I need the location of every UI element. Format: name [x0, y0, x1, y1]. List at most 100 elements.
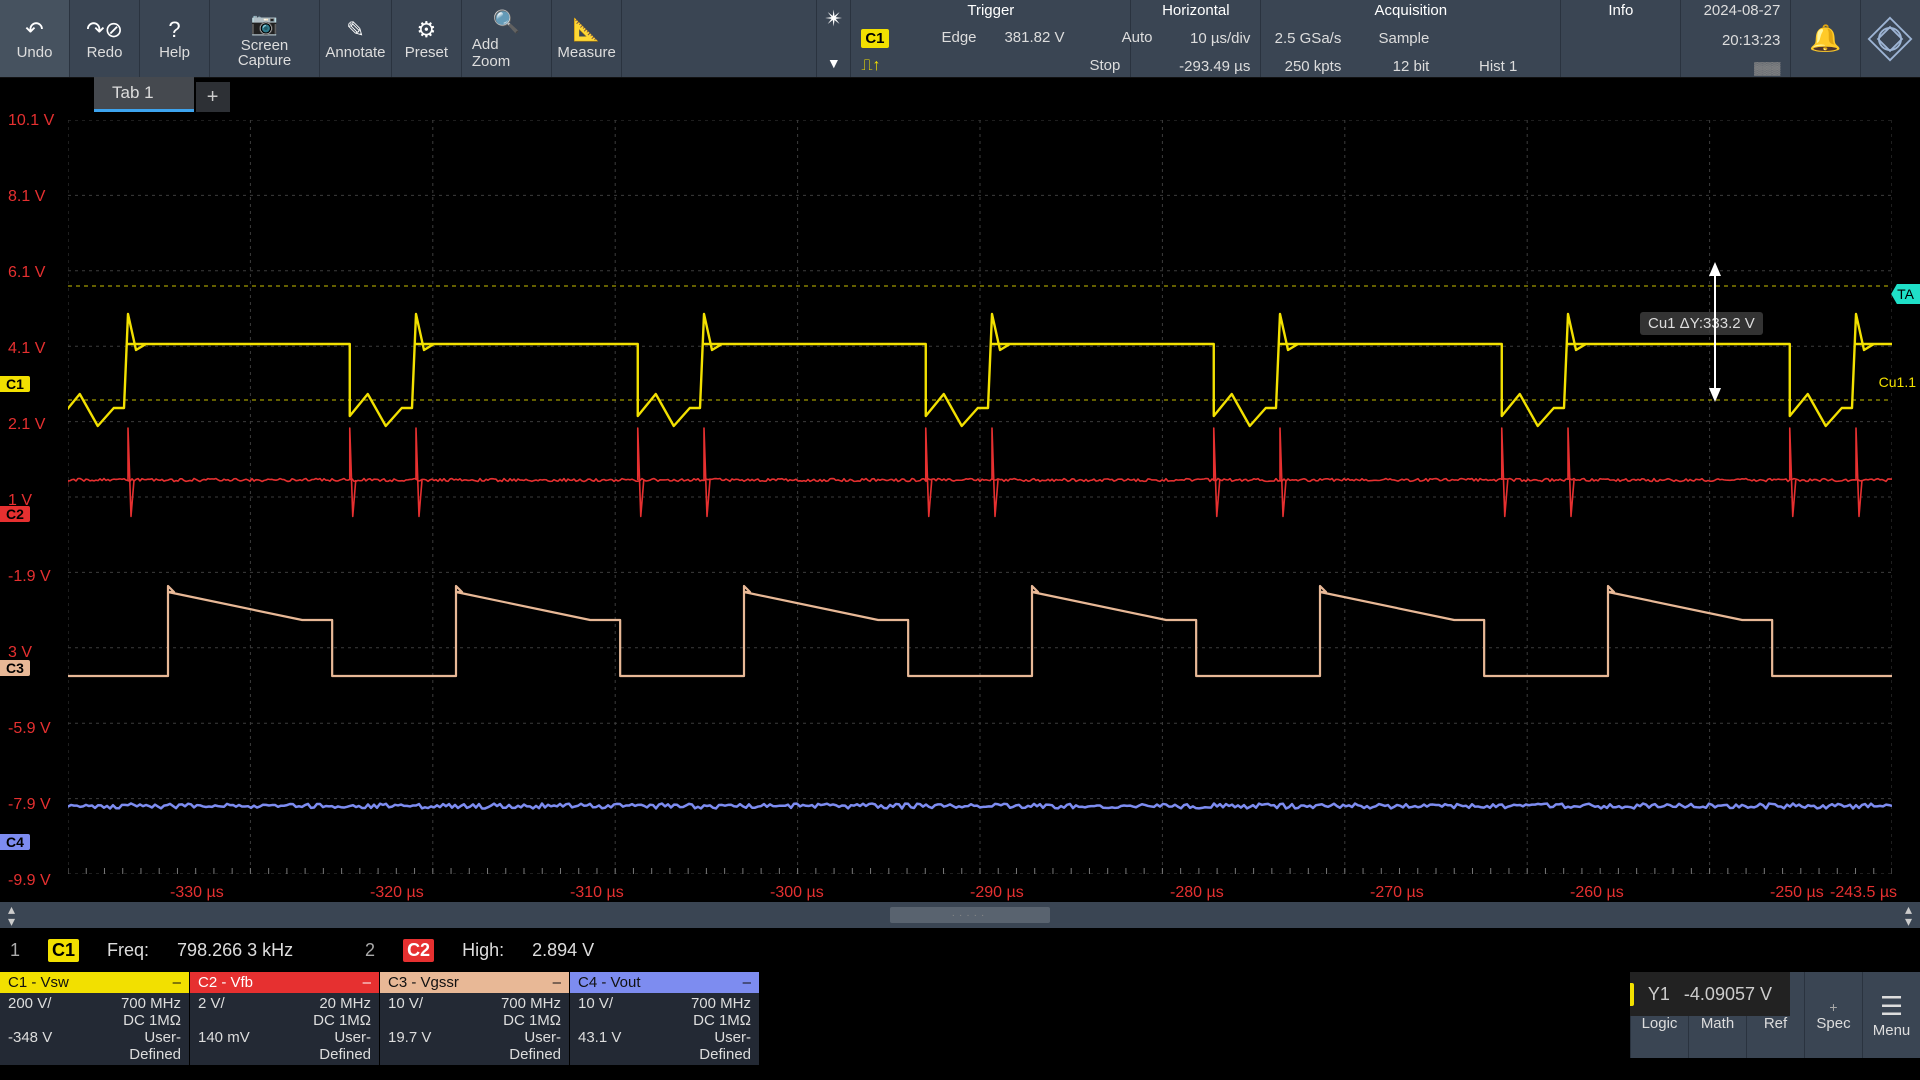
channel-bandwidth: 20 MHz: [285, 995, 372, 1012]
horizontal-position: -293.49 µs: [1141, 58, 1250, 75]
meas-value: 798.266 3 kHz: [177, 940, 337, 961]
acq-history: Hist 1: [1447, 58, 1517, 75]
toolbar-label: Annotate: [325, 44, 385, 61]
y-axis-label: 10.1 V: [8, 112, 54, 130]
datetime-section: 2024-08-27 20:13:23 ▓▓▓: [1681, 0, 1791, 77]
side-label: Ref: [1764, 1015, 1787, 1032]
channel-strip-gap: [760, 972, 1630, 1058]
toolbar-label: Add Zoom: [472, 36, 541, 70]
trigger-edge-icon: ⎍↑: [861, 57, 880, 75]
cursor-1-1-marker[interactable]: Cu1.1: [1879, 374, 1916, 390]
undo-icon: ↶: [25, 16, 43, 44]
channel-bandwidth: 700 MHz: [665, 995, 752, 1012]
channel-coupling: DC 1MΩ: [95, 1012, 182, 1029]
channel-scale: 2 V/: [198, 995, 285, 1012]
channel-bandwidth: 700 MHz: [95, 995, 182, 1012]
meas-index: 2: [365, 940, 375, 961]
annotate-button[interactable]: ✎Annotate: [320, 0, 392, 77]
plus-icon: +: [1829, 999, 1837, 1015]
cursor-arrows-icon[interactable]: [1700, 262, 1730, 402]
info-section[interactable]: Info: [1561, 0, 1681, 77]
toolbar-label: Help: [159, 44, 190, 61]
trigger-arm-marker: TA: [1891, 284, 1920, 304]
toolbar-label: Screen Capture: [220, 38, 309, 68]
trigger-section[interactable]: Trigger C1 Edge 381.82 V Auto ⎍↑ Stop: [851, 0, 1131, 77]
channel-ground-marker[interactable]: C3: [0, 660, 30, 676]
horizontal-scrollbar[interactable]: ▴▾ ····· ▴▾: [0, 902, 1920, 928]
channel-offset: 19.7 V: [388, 1029, 475, 1063]
add-tab-button[interactable]: +: [196, 82, 230, 112]
meas-name: High:: [462, 940, 504, 961]
channel-offset: 140 mV: [198, 1029, 285, 1063]
channel-box[interactable]: C1 - Vsw– 200 V/700 MHz DC 1MΩ -348 VUse…: [0, 972, 190, 1058]
undo-button[interactable]: ↶Undo: [0, 0, 70, 77]
date-label: 2024-08-27: [1691, 2, 1780, 19]
trigger-heading: Trigger: [861, 2, 1120, 19]
measurement-bar: 1 C1 Freq: 798.266 3 kHz 2 C2 High: 2.89…: [0, 928, 1920, 972]
acq-rate: 2.5 GSa/s: [1271, 30, 1341, 47]
preset-button[interactable]: ⚙Preset: [392, 0, 462, 77]
meas-index: 1: [10, 940, 20, 961]
waveform-display[interactable]: 10.1 V8.1 V6.1 V4.1 V2.1 V1 V-1.9 V3 V-5…: [0, 112, 1920, 902]
scrollbar-thumb[interactable]: ·····: [890, 907, 1050, 923]
x-axis-label: -250 µs: [1770, 884, 1824, 902]
acquisition-heading: Acquisition: [1271, 2, 1550, 19]
x-axis-label: -260 µs: [1570, 884, 1624, 902]
redo-icon: ↷⊘: [86, 16, 123, 44]
meas-name: Freq:: [107, 940, 149, 961]
waveform-grid: [68, 120, 1892, 874]
channel-probe: User-Defined: [95, 1029, 182, 1063]
channel-title: C4 - Vout–: [570, 972, 759, 993]
add-zoom-button[interactable]: 🔍Add Zoom: [462, 0, 552, 77]
x-axis-label: -320 µs: [370, 884, 424, 902]
channel-scale: 10 V/: [388, 995, 475, 1012]
horizontal-section[interactable]: Horizontal 10 µs/div -293.49 µs: [1131, 0, 1261, 77]
help-icon: ?: [168, 16, 180, 44]
redo-button[interactable]: ↷⊘Redo: [70, 0, 140, 77]
channel-ground-marker[interactable]: C1: [0, 376, 30, 392]
channel-box[interactable]: C4 - Vout– 10 V/700 MHz DC 1MΩ 43.1 VUse…: [570, 972, 760, 1058]
help-button[interactable]: ?Help: [140, 0, 210, 77]
measure-icon: 📐: [573, 16, 600, 44]
toolbar-label: Undo: [17, 44, 53, 61]
tab-label: Tab 1: [112, 83, 154, 102]
channel-title: C2 - Vfb–: [190, 972, 379, 993]
side-label: Logic: [1642, 1015, 1678, 1032]
notifications-button[interactable]: 🔔: [1791, 0, 1860, 77]
tab-1[interactable]: Tab 1: [94, 77, 194, 112]
x-axis-label: -243.5 µs: [1830, 884, 1897, 902]
channel-ground-marker[interactable]: C2: [0, 506, 30, 522]
cursor-value: -4.09057 V: [1684, 984, 1772, 1005]
plus-icon: +: [207, 86, 219, 109]
x-axis-label: -280 µs: [1170, 884, 1224, 902]
settings-button[interactable]: ✴▼: [817, 0, 851, 77]
channel-box[interactable]: C2 - Vfb– 2 V/20 MHz DC 1MΩ 140 mVUser-D…: [190, 972, 380, 1058]
channel-scale: 10 V/: [578, 995, 665, 1012]
acquisition-section[interactable]: Acquisition 2.5 GSa/s Sample 250 kpts 12…: [1261, 0, 1561, 77]
channel-offset: -348 V: [8, 1029, 95, 1063]
info-heading: Info: [1571, 2, 1670, 19]
channel-coupling: DC 1MΩ: [475, 1012, 562, 1029]
screen-capture-button[interactable]: 📷Screen Capture: [210, 0, 320, 77]
y-axis-label: 6.1 V: [8, 264, 45, 282]
x-axis-label: -300 µs: [770, 884, 824, 902]
y-axis-label: 8.1 V: [8, 188, 45, 206]
scroll-right-icon[interactable]: ▴▾: [1897, 903, 1920, 927]
toolbar-gap: [622, 0, 817, 77]
channel-title: C3 - Vgssr–: [380, 972, 569, 993]
scroll-left-icon[interactable]: ▴▾: [0, 903, 23, 927]
acq-mode: Sample: [1359, 30, 1429, 47]
camera-icon: 📷: [251, 10, 278, 38]
trigger-level: 381.82 V: [995, 29, 1065, 48]
menu-button[interactable]: ☰Menu: [1862, 972, 1920, 1058]
channel-ground-marker[interactable]: C4: [0, 834, 30, 850]
top-toolbar: ↶Undo ↷⊘Redo ?Help 📷Screen Capture ✎Anno…: [0, 0, 1920, 78]
trigger-state: Stop: [1050, 57, 1120, 75]
spec-button[interactable]: +Spec: [1804, 972, 1862, 1058]
meas-channel-badge: C1: [48, 939, 79, 962]
measure-button[interactable]: 📐Measure: [552, 0, 622, 77]
channel-probe: User-Defined: [665, 1029, 752, 1063]
pencil-icon: ✎: [346, 16, 364, 44]
y-axis-label: 4.1 V: [8, 340, 45, 358]
channel-box[interactable]: C3 - Vgssr– 10 V/700 MHz DC 1MΩ 19.7 VUs…: [380, 972, 570, 1058]
